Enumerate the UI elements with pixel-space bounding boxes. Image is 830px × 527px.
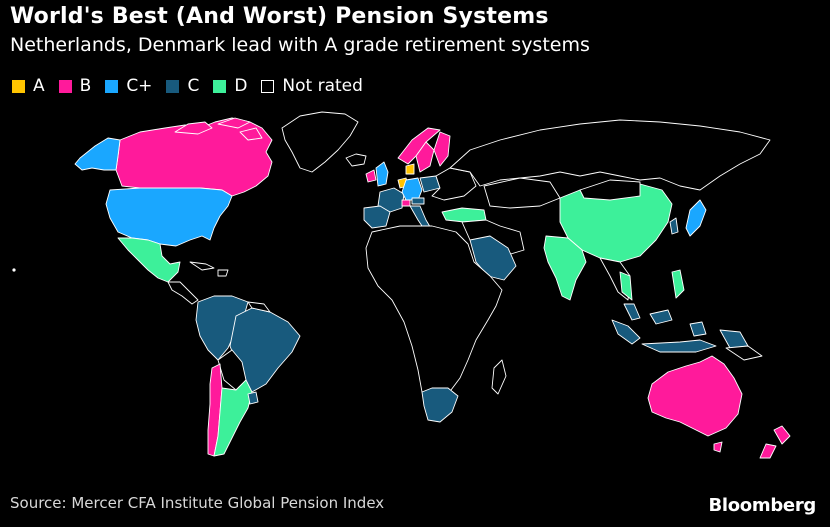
chart-subtitle: Netherlands, Denmark lead with A grade r… (10, 34, 590, 56)
region-guianas (247, 301, 271, 313)
country-india (543, 235, 587, 301)
country-iceland (345, 153, 367, 167)
legend-label-a: A (33, 76, 45, 96)
country-philippines (671, 269, 685, 299)
country-ireland (365, 169, 377, 183)
legend-label-d: D (234, 76, 248, 96)
island-dot (12, 268, 16, 272)
country-thailand (619, 271, 633, 301)
legend-swatch-b (58, 79, 72, 93)
country-south-africa (421, 387, 459, 423)
region-africa (365, 225, 503, 405)
legend-swatch-c-plus (105, 79, 119, 93)
country-usa (105, 187, 233, 247)
region-caribbean (189, 261, 229, 277)
legend-swatch-c (166, 79, 180, 93)
legend-swatch-not-rated (261, 79, 275, 93)
country-russia (449, 119, 771, 191)
legend-item-a: A (12, 76, 45, 96)
world-map (12, 111, 791, 459)
country-switzerland (401, 199, 411, 207)
country-madagascar (491, 359, 507, 395)
country-spain (363, 205, 391, 229)
legend-label-not-rated: Not rated (282, 76, 363, 96)
country-papua-new-guinea (725, 345, 763, 361)
legend-label-c: C (187, 76, 200, 96)
legend-label-b: B (79, 76, 92, 96)
country-usa-alaska (74, 137, 121, 171)
region-central-asia (483, 177, 561, 209)
legend-item-c: C (166, 76, 199, 96)
region-central-america (167, 281, 199, 305)
region-eastern-europe (431, 167, 477, 201)
country-indonesia (611, 319, 749, 353)
country-mexico (117, 237, 181, 283)
legend-item-b: B (58, 76, 92, 96)
country-new-zealand (759, 425, 791, 459)
country-australia (647, 355, 743, 437)
country-turkey (441, 207, 487, 223)
bloomberg-logo: Bloomberg (708, 495, 816, 516)
country-norway (397, 127, 441, 165)
country-austria (411, 197, 425, 205)
country-argentina (213, 379, 253, 457)
legend: A B C+ C D Not rated (12, 76, 377, 96)
legend-item-c-plus: C+ (105, 76, 152, 96)
legend-label-c-plus: C+ (126, 76, 153, 96)
chart-title: World's Best (And Worst) Pension Systems (10, 4, 549, 29)
country-uk (375, 161, 389, 187)
country-finland (433, 131, 451, 167)
country-greenland (281, 111, 359, 173)
legend-item-d: D (213, 76, 247, 96)
country-saudi-arabia (469, 235, 517, 281)
legend-swatch-d (213, 79, 227, 93)
country-mongolia (579, 179, 641, 201)
legend-swatch-a (12, 79, 25, 93)
country-uruguay (247, 391, 259, 405)
country-japan (685, 199, 707, 237)
country-denmark (405, 163, 415, 175)
country-australia-tasmania (713, 441, 723, 453)
source-note: Source: Mercer CFA Institute Global Pens… (10, 494, 385, 512)
country-canada-islands (174, 117, 263, 141)
country-malaysia (623, 303, 673, 325)
country-korea (669, 217, 679, 235)
country-sweden (415, 141, 435, 173)
legend-item-not-rated: Not rated (261, 76, 363, 96)
